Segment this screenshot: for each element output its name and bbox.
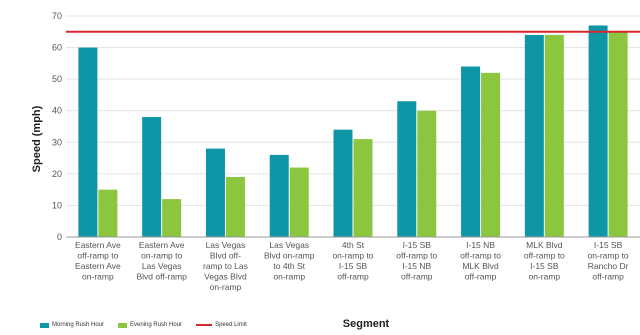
x-category-label-line: off-ramp to	[524, 251, 565, 261]
x-category-label-line: off-ramp	[465, 272, 497, 282]
x-category-label: Las Vegas Blvd off-ramp to Las Vegas Blvd o…	[203, 240, 248, 292]
x-category-label-line: I-15 NB	[402, 261, 431, 271]
bar-evening	[608, 31, 628, 237]
x-category-label-line: off-ramp to	[77, 251, 118, 261]
bar-evening	[417, 110, 437, 237]
x-category-label-line: I-15 NB	[466, 240, 495, 250]
bar-evening	[481, 72, 501, 237]
x-category-label-line: ramp to Las	[203, 261, 248, 271]
y-axis-ticks: 0 10 20 30 40 50 60 70	[52, 11, 62, 242]
x-category-label-line: on-ramp to	[588, 251, 629, 261]
x-category-label-line: Las Vegas	[142, 261, 182, 271]
x-category-label-line: off-ramp	[592, 272, 624, 282]
x-category-label-line: I-15 SB	[530, 261, 559, 271]
legend-label-speed-limit: Speed Limit	[215, 322, 247, 328]
x-category-label: I-15 SB on-ramp to Rancho Dr off-ramp	[588, 240, 629, 282]
x-category-label: Eastern Ave off-ramp to Eastern Ave on-ramp	[75, 240, 121, 282]
x-category-label-line: on-ramp	[273, 272, 305, 282]
y-tick-label: 40	[52, 106, 62, 116]
y-tick-label: 70	[52, 11, 62, 21]
x-category-label-line: on-ramp	[529, 272, 561, 282]
bar-evening	[289, 167, 309, 237]
bar-evening	[98, 189, 118, 237]
x-category-label-line: on-ramp to	[141, 251, 182, 261]
x-category-label-line: Eastern Ave	[75, 240, 121, 250]
x-category-label-line: Eastern Ave	[139, 240, 185, 250]
x-category-label-line: to 4th St	[273, 261, 305, 271]
bar-morning	[269, 154, 289, 237]
x-category-label-line: Blvd off-	[210, 251, 241, 261]
legend-item-morning: Morning Rush Hour	[40, 322, 104, 328]
legend-item-evening: Evening Rush Hour	[118, 322, 182, 328]
bar-morning	[333, 129, 353, 237]
gridlines	[66, 15, 640, 206]
x-category-label: MLK Blvd off-ramp to I-15 SB on-ramp	[524, 240, 565, 282]
x-category-label: I-15 SB off-ramp to I-15 NB off-ramp	[396, 240, 437, 282]
x-axis-categories: Eastern Ave off-ramp to Eastern Ave on-ramp…	[75, 240, 629, 292]
x-category-label-line: Las Vegas	[206, 240, 246, 250]
x-category-label-line: MLK Blvd	[462, 261, 499, 271]
x-category-label-line: Las Vegas	[269, 240, 309, 250]
y-tick-label: 20	[52, 169, 62, 179]
x-category-label-line: off-ramp	[401, 272, 433, 282]
x-category-label: 4th St on-ramp to I-15 SB off-ramp	[332, 240, 373, 282]
x-category-label-line: I-15 SB	[594, 240, 623, 250]
legend-swatch-evening	[118, 322, 128, 328]
y-tick-label: 30	[52, 137, 62, 147]
bar-evening	[162, 199, 182, 237]
bar-evening	[353, 139, 373, 237]
x-category-label-line: on-ramp	[82, 272, 114, 282]
y-tick-label: 10	[52, 200, 62, 210]
legend: Morning Rush Hour Evening Rush Hour Spee…	[40, 322, 261, 328]
legend-swatch-morning	[40, 322, 49, 328]
bar-morning	[588, 25, 608, 237]
bar-evening	[544, 34, 564, 237]
bar-morning	[524, 34, 544, 237]
x-category-label-line: I-15 SB	[403, 240, 432, 250]
bar-evening	[225, 177, 245, 237]
y-tick-label: 0	[57, 232, 62, 242]
x-category-label-line: MLK Blvd	[526, 240, 563, 250]
legend-item-speed-limit: Speed Limit	[196, 322, 247, 328]
y-axis-title: Speed (mph)	[31, 105, 43, 172]
x-category-label-line: off-ramp	[337, 272, 369, 282]
x-category-label-line: Vegas Blvd	[204, 272, 247, 282]
bar-morning	[78, 47, 98, 238]
x-category-label: I-15 NB off-ramp to MLK Blvd off-ramp	[460, 240, 501, 282]
x-category-label-line: 4th St	[342, 240, 365, 250]
bar-morning	[142, 117, 162, 237]
x-category-label-line: off-ramp to	[460, 251, 501, 261]
legend-swatch-speed-limit	[196, 324, 213, 326]
x-category-label: Eastern Ave on-ramp to Las Vegas Blvd off-r…	[136, 240, 187, 282]
bar-morning	[461, 66, 481, 237]
legend-label-evening: Evening Rush Hour	[130, 322, 183, 328]
y-tick-label: 50	[52, 74, 62, 84]
x-category-label-line: off-ramp to	[396, 251, 437, 261]
x-category-label-line: I-15 SB	[339, 261, 368, 271]
bar-morning	[397, 101, 417, 237]
x-category-label-line: Eastern Ave	[75, 261, 121, 271]
legend-label-morning: Morning Rush Hour	[52, 322, 105, 328]
y-tick-label: 60	[52, 43, 62, 53]
x-category-label-line: Blvd off-ramp	[136, 272, 187, 282]
x-category-label-line: on-ramp to	[332, 251, 373, 261]
x-category-label-line: on-ramp	[210, 282, 242, 292]
x-axis-title: Segment	[343, 318, 390, 330]
x-category-label: Las Vegas Blvd on-ramp to 4th St on-ramp	[264, 240, 315, 282]
bars	[78, 25, 628, 238]
x-category-label-line: Blvd on-ramp	[264, 251, 315, 261]
bar-morning	[205, 148, 225, 237]
x-category-label-line: Rancho Dr	[588, 261, 629, 271]
